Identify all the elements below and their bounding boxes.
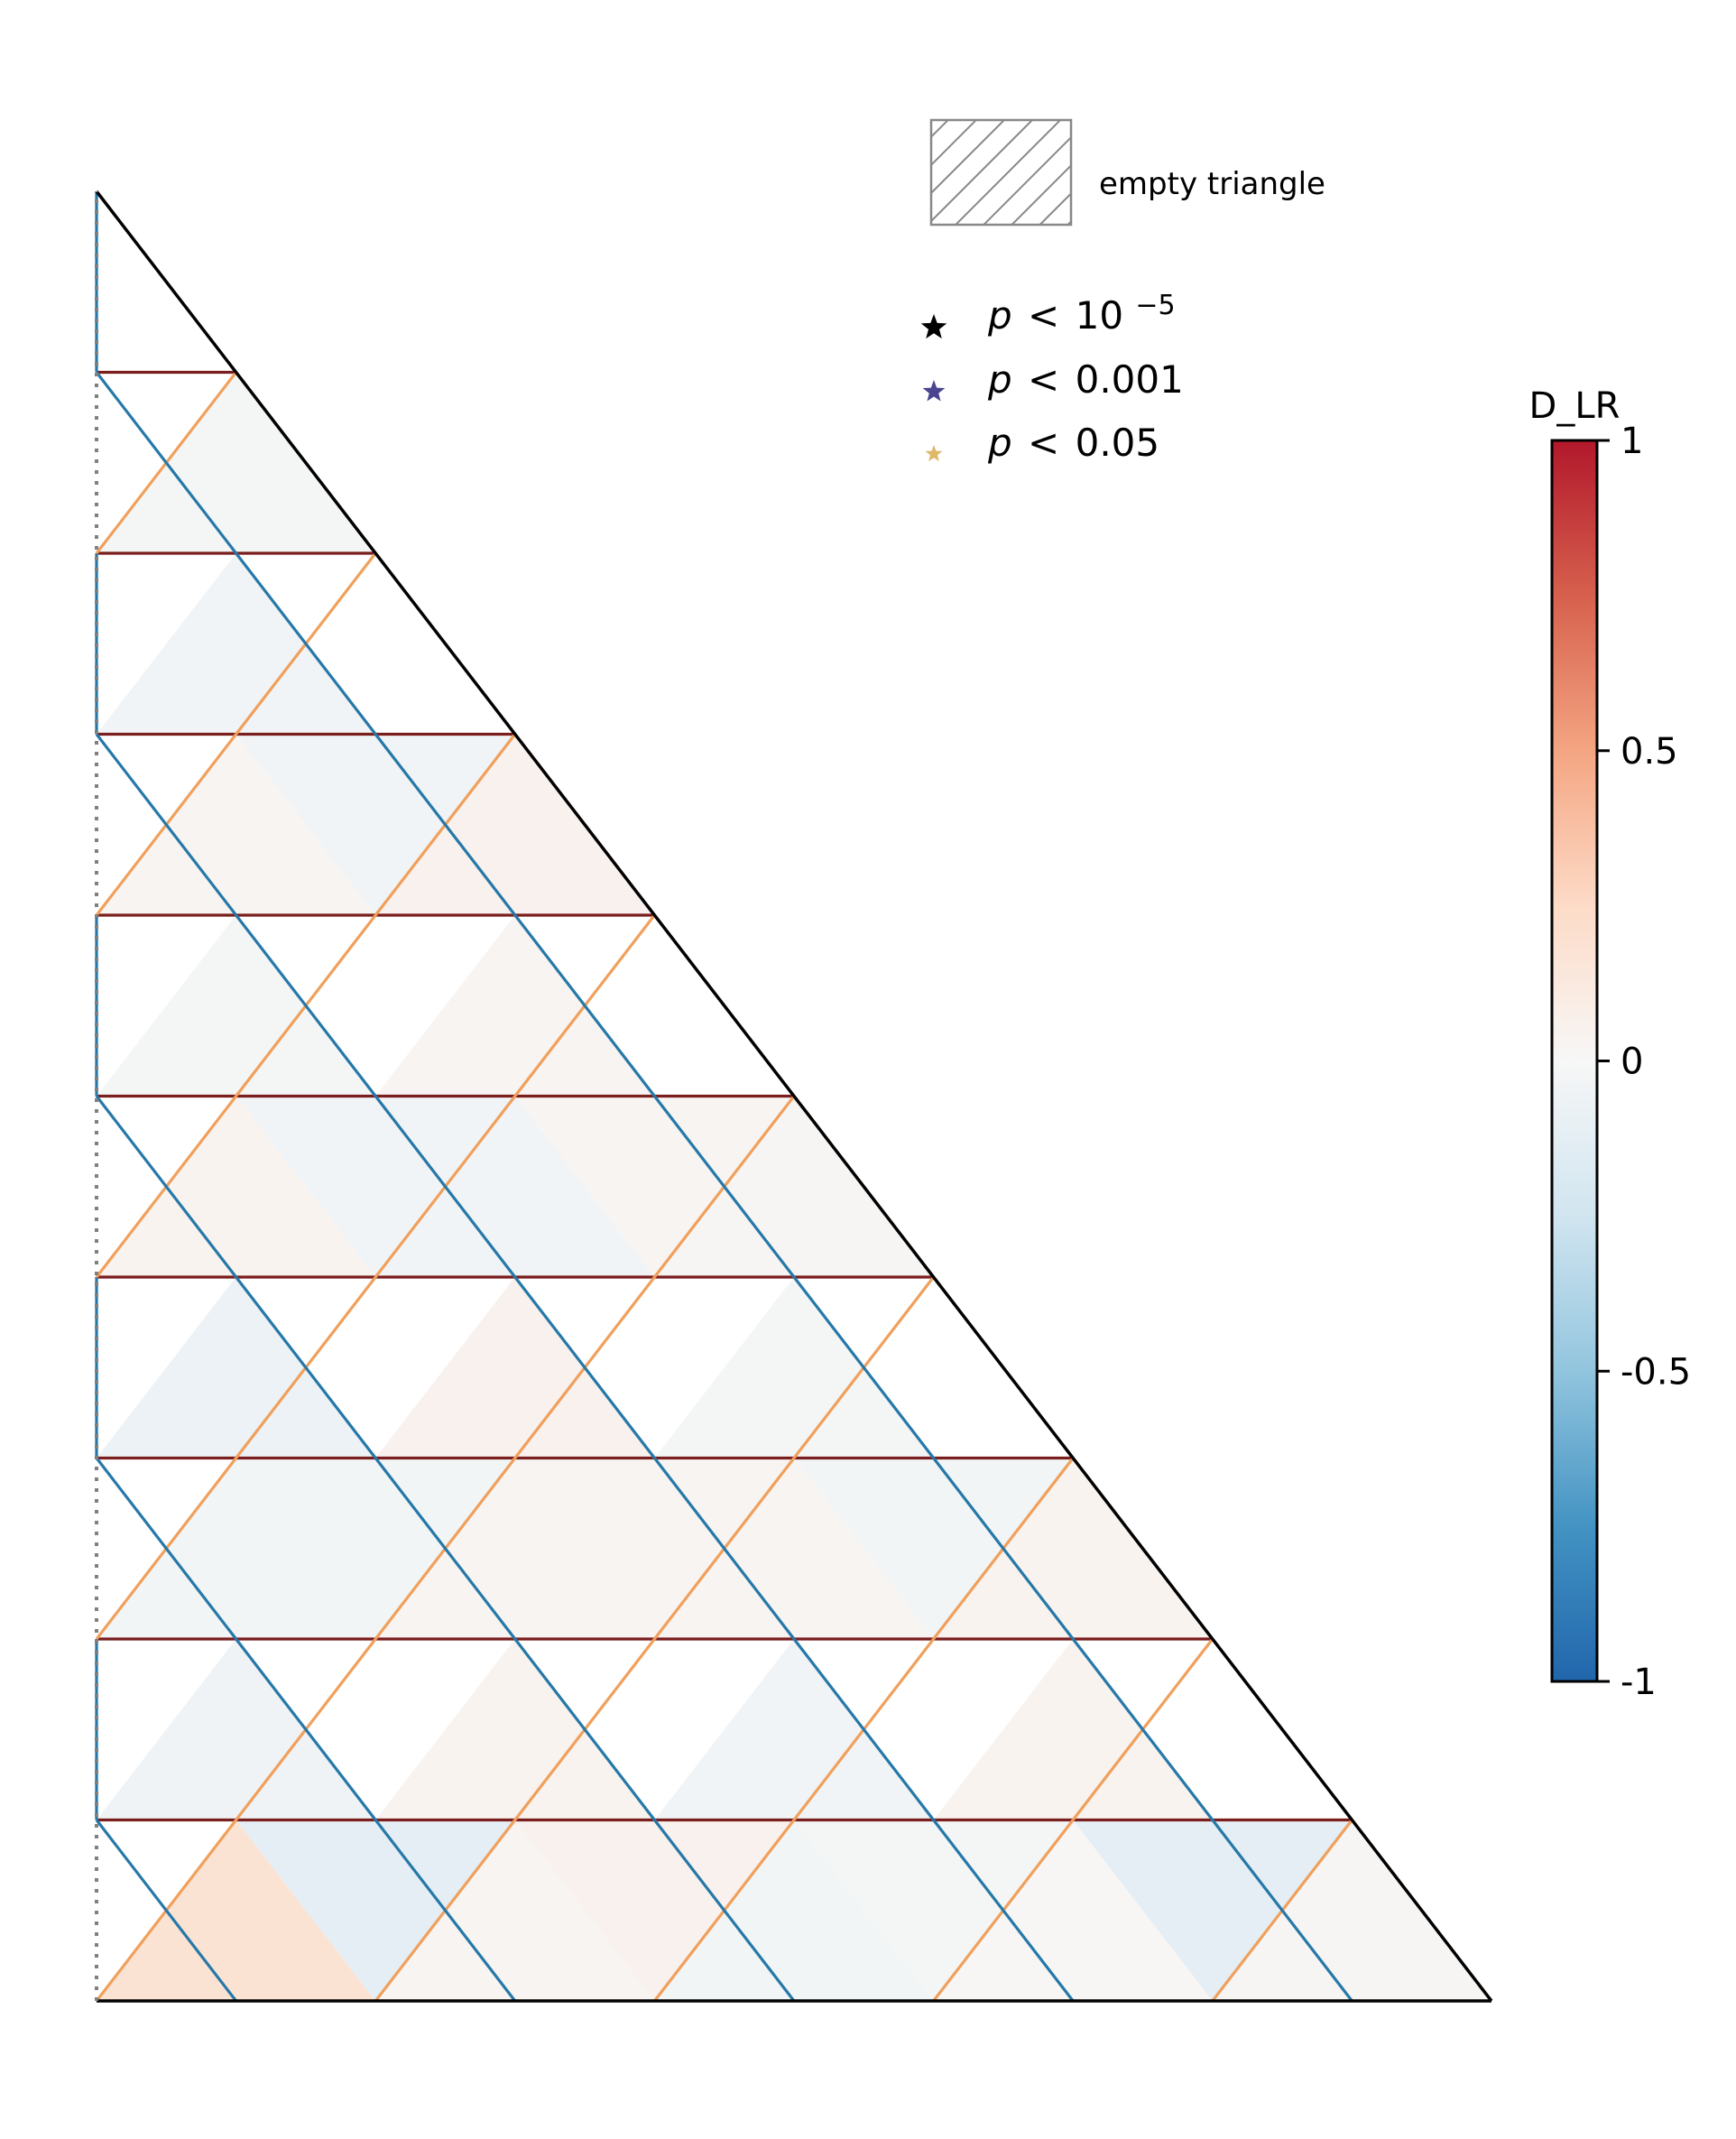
colorbar-tick-label: 1: [1621, 421, 1643, 462]
cell-down-4-0: [235, 1096, 515, 1277]
cell-up-0-3: [933, 1820, 1213, 2001]
grid-line-falling: [792, 1276, 935, 1459]
cell-down-2-0: [235, 1458, 515, 1639]
grid-line-falling: [653, 1819, 796, 2002]
colorbar-ticks: 1 0.5 0 -0.5 -1: [1597, 421, 1691, 1703]
colorbar-gradient: [1550, 439, 1599, 1683]
cell-down-0-0: [235, 1820, 515, 2001]
grid-line-falling: [792, 1638, 935, 1821]
star-icon-purple: [922, 380, 946, 402]
cell-down-6-0: [235, 734, 515, 915]
cell-up-odd-1-3: [933, 1639, 1213, 1820]
grid-line-falling: [374, 1095, 517, 1278]
grid-line-falling: [235, 914, 377, 1097]
grid-line-falling: [1211, 1819, 1353, 2002]
axis-hypotenuse: [95, 190, 1493, 2003]
cell-down-2-2: [794, 1458, 1074, 1639]
colorbar-tick-label: -0.5: [1621, 1351, 1691, 1393]
cell-up-0-1: [375, 1820, 655, 2001]
cell-up-2-3: [933, 1458, 1213, 1639]
cell-up-0-2: [654, 1820, 934, 2001]
grid-line-falling: [235, 1638, 377, 1821]
grid-edges: [95, 191, 1353, 2002]
colorbar: D_LR 1 0.5 0 -0.5 -1: [1529, 385, 1691, 1703]
grid-line-falling: [1071, 1638, 1214, 1821]
colorbar-tick-label: -1: [1621, 1662, 1657, 1703]
grid-line-falling: [235, 552, 377, 736]
cell-up-odd-5-1: [375, 915, 655, 1097]
cell-up-odd-3-0: [97, 1277, 376, 1458]
cell-down-0-3: [1073, 1820, 1353, 2001]
grid-line-falling: [95, 1819, 237, 2002]
grid-line-falling: [932, 1457, 1075, 1640]
cell-up-2-1: [375, 1458, 655, 1639]
grid-line-falling: [653, 1457, 796, 1640]
cell-up-odd-1-2: [654, 1639, 934, 1820]
hatch-label: empty triangle: [1099, 166, 1325, 202]
cell-down-4-1: [514, 1096, 794, 1277]
cell-up-0-4: [1212, 1820, 1491, 2001]
grid-line-falling: [513, 1276, 656, 1459]
grid-line-falling: [513, 1638, 656, 1821]
cell-up-8-0: [97, 372, 376, 553]
star-icon-black: [920, 314, 947, 339]
cell-up-odd-1-0: [97, 1639, 376, 1820]
grid-line-falling: [374, 733, 517, 916]
sig-label-1: p < 10 −5: [987, 290, 1176, 338]
cell-down-0-2: [794, 1820, 1074, 2001]
grid-line-falling: [235, 1276, 377, 1459]
cell-up-4-2: [654, 1096, 934, 1277]
colorbar-tick-label: 0.5: [1621, 731, 1678, 773]
grid-line-falling: [95, 371, 237, 554]
cell-up-6-1: [375, 734, 655, 915]
cell-up-2-2: [654, 1458, 934, 1639]
cell-up-odd-7-0: [97, 553, 376, 735]
cell-up-0-0: [97, 1820, 376, 2001]
star-icon-gold: [925, 445, 943, 462]
cell-down-0-1: [514, 1820, 794, 2001]
cell-up-4-1: [375, 1096, 655, 1277]
grid-line-falling: [374, 1819, 517, 2002]
colorbar-tick-label: 0: [1621, 1042, 1643, 1083]
significance-legend: p < 10 −5 p < 0.001 p < 0.05: [920, 290, 1184, 465]
grid-line-falling: [653, 1095, 796, 1278]
sig-label-3: p < 0.05: [987, 421, 1159, 465]
legend: empty triangle p < 10 −5 p < 0.001 p < 0…: [920, 118, 1325, 465]
cell-up-odd-3-2: [654, 1277, 934, 1458]
cell-up-6-0: [97, 734, 376, 915]
triangle-outline: [95, 190, 1493, 2003]
heatmap-cells: [97, 372, 1491, 2001]
cell-up-4-0: [97, 1096, 376, 1277]
grid-line-falling: [95, 1095, 237, 1278]
cell-up-odd-1-1: [375, 1639, 655, 1820]
cell-up-odd-5-0: [97, 915, 376, 1097]
grid-line-falling: [374, 1457, 517, 1640]
cell-up-2-0: [97, 1458, 376, 1639]
grid-line-falling: [95, 1457, 237, 1640]
grid-line-falling: [513, 914, 656, 1097]
hatch-swatch: [929, 118, 1073, 227]
colorbar-title: D_LR: [1529, 385, 1621, 427]
cell-up-odd-3-1: [375, 1277, 655, 1458]
cell-down-2-1: [514, 1458, 794, 1639]
sig-label-2: p < 0.001: [987, 357, 1184, 402]
grid-line-falling: [932, 1819, 1075, 2002]
grid-line-falling: [95, 733, 237, 916]
